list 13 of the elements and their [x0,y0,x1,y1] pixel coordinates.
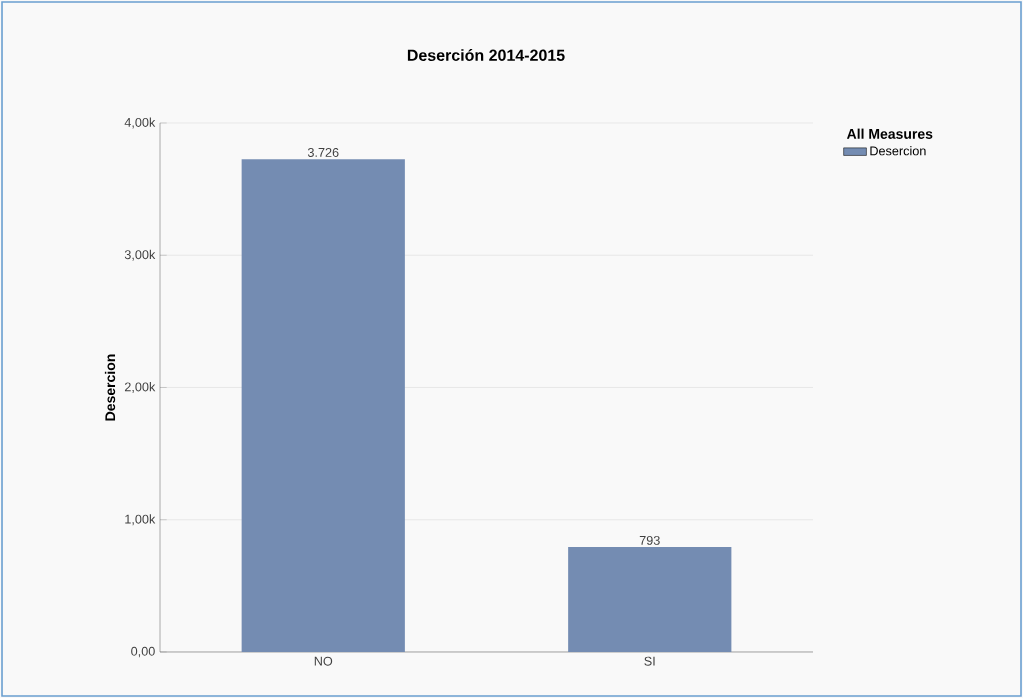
y-tick-label: 2,00k [124,382,156,393]
legend-title: All Measures [846,128,933,139]
y-tick-label: 4,00k [124,117,156,129]
data-label: 3.726 [307,147,339,157]
x-tick-label: SI [644,656,655,666]
y-axis-title: Desercion [104,354,116,421]
data-label: 793 [639,535,660,545]
legend-label: Desercion [870,146,926,156]
y-tick-label: 1,00k [125,514,156,526]
y-tick-label: 0,00 [131,646,155,658]
y-tick-label: 3,00k [124,249,156,261]
x-tick-label: NO [314,656,333,666]
chart-title: Deserción 2014-2015 [407,49,565,61]
